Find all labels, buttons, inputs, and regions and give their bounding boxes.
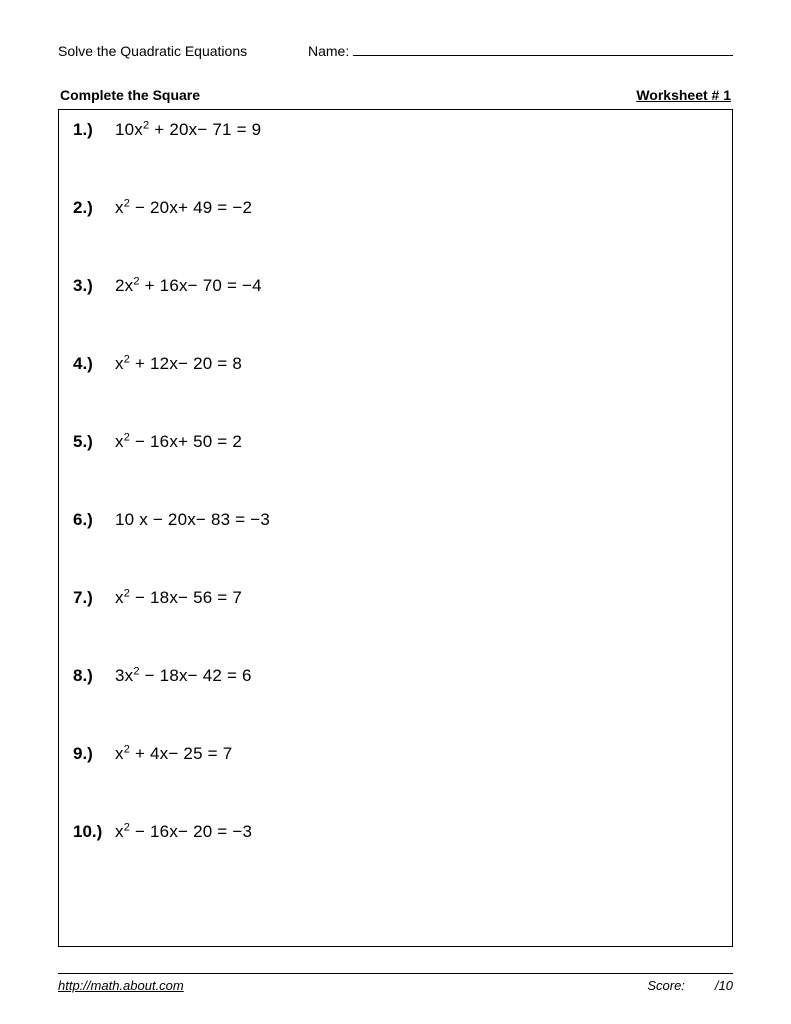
- problem-row: 10.) x2 − 16x− 20 = −3: [73, 822, 718, 842]
- problem-number: 6.): [73, 510, 115, 530]
- problem-number: 5.): [73, 432, 115, 452]
- header-row: Solve the Quadratic Equations Name:: [58, 42, 733, 59]
- worksheet-number: Worksheet # 1: [636, 87, 731, 103]
- problem-number: 9.): [73, 744, 115, 764]
- equation: x2 − 16x+ 50 = 2: [115, 432, 242, 452]
- equation: x2 − 20x+ 49 = −2: [115, 198, 252, 218]
- score-total: /10: [715, 978, 733, 993]
- equation: x2 − 18x− 56 = 7: [115, 588, 242, 608]
- problem-row: 7.) x2 − 18x− 56 = 7: [73, 588, 718, 608]
- problem-row: 2.) x2 − 20x+ 49 = −2: [73, 198, 718, 218]
- equation: x2 + 12x− 20 = 8: [115, 354, 242, 374]
- problem-row: 8.) 3x2 − 18x− 42 = 6: [73, 666, 718, 686]
- page-title: Solve the Quadratic Equations: [58, 43, 308, 59]
- footer: http://math.about.com Score: /10: [58, 973, 733, 993]
- equation: x2 − 16x− 20 = −3: [115, 822, 252, 842]
- problem-number: 4.): [73, 354, 115, 374]
- problem-number: 3.): [73, 276, 115, 296]
- equation: x2 + 4x− 25 = 7: [115, 744, 232, 764]
- problem-number: 10.): [73, 822, 115, 842]
- equation: 3x2 − 18x− 42 = 6: [115, 666, 252, 686]
- equation: 2x2 + 16x− 70 = −4: [115, 276, 262, 296]
- problem-row: 5.) x2 − 16x+ 50 = 2: [73, 432, 718, 452]
- score-label: Score:: [647, 978, 685, 993]
- problem-row: 3.) 2x2 + 16x− 70 = −4: [73, 276, 718, 296]
- problem-number: 2.): [73, 198, 115, 218]
- instruction-label: Complete the Square: [60, 87, 200, 103]
- problem-row: 6.) 10 x − 20x− 83 = −3: [73, 510, 718, 530]
- name-label: Name:: [308, 43, 349, 59]
- problem-number: 8.): [73, 666, 115, 686]
- equation: 10x2 + 20x− 71 = 9: [115, 120, 261, 140]
- score-area: Score: /10: [647, 978, 733, 993]
- equation: 10 x − 20x− 83 = −3: [115, 510, 270, 530]
- subheader-row: Complete the Square Worksheet # 1: [58, 87, 733, 103]
- footer-url[interactable]: http://math.about.com: [58, 978, 184, 993]
- problem-number: 1.): [73, 120, 115, 140]
- problem-row: 1.) 10x2 + 20x− 71 = 9: [73, 120, 718, 140]
- problem-number: 7.): [73, 588, 115, 608]
- name-blank-line: [353, 42, 733, 56]
- problem-row: 4.) x2 + 12x− 20 = 8: [73, 354, 718, 374]
- problem-row: 9.) x2 + 4x− 25 = 7: [73, 744, 718, 764]
- problems-container: 1.) 10x2 + 20x− 71 = 9 2.) x2 − 20x+ 49 …: [58, 109, 733, 947]
